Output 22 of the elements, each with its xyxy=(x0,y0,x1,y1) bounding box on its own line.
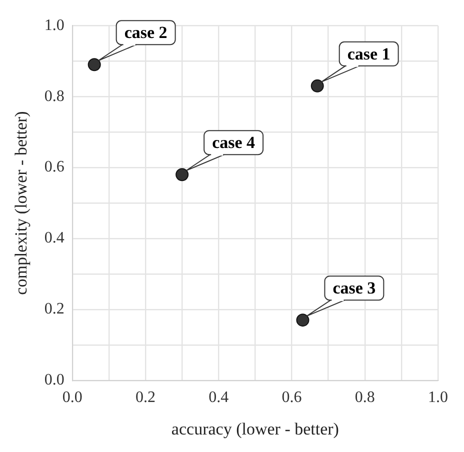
annotation: case 4 xyxy=(212,133,256,152)
x-axis-title: accuracy (lower - better) xyxy=(171,419,339,438)
x-tick-label: 0.8 xyxy=(354,389,375,406)
x-tick-label: 0.0 xyxy=(62,389,82,406)
point xyxy=(310,79,324,92)
point xyxy=(176,168,189,182)
x-tick-label: 0.6 xyxy=(282,389,302,406)
y-tick-label: 0.6 xyxy=(44,158,64,176)
annotation: case 2 xyxy=(124,23,168,42)
y-tick-label: 0.2 xyxy=(44,300,64,318)
point xyxy=(296,314,310,327)
y-tick-label: 0.4 xyxy=(44,230,64,247)
y-tick-label: 1.0 xyxy=(44,16,64,34)
y-tick-label: 0.0 xyxy=(44,372,64,389)
x-tick-label: 0.4 xyxy=(208,389,229,406)
y-tick-label: 0.8 xyxy=(44,88,64,105)
point xyxy=(88,58,101,72)
annotation: case 3 xyxy=(332,278,376,298)
x-tick-label: 0.2 xyxy=(136,389,156,406)
y-axis-title: complexity (lower - better) xyxy=(12,111,31,295)
annotation: case 1 xyxy=(347,44,390,64)
x-tick-label: 1.0 xyxy=(428,389,448,406)
